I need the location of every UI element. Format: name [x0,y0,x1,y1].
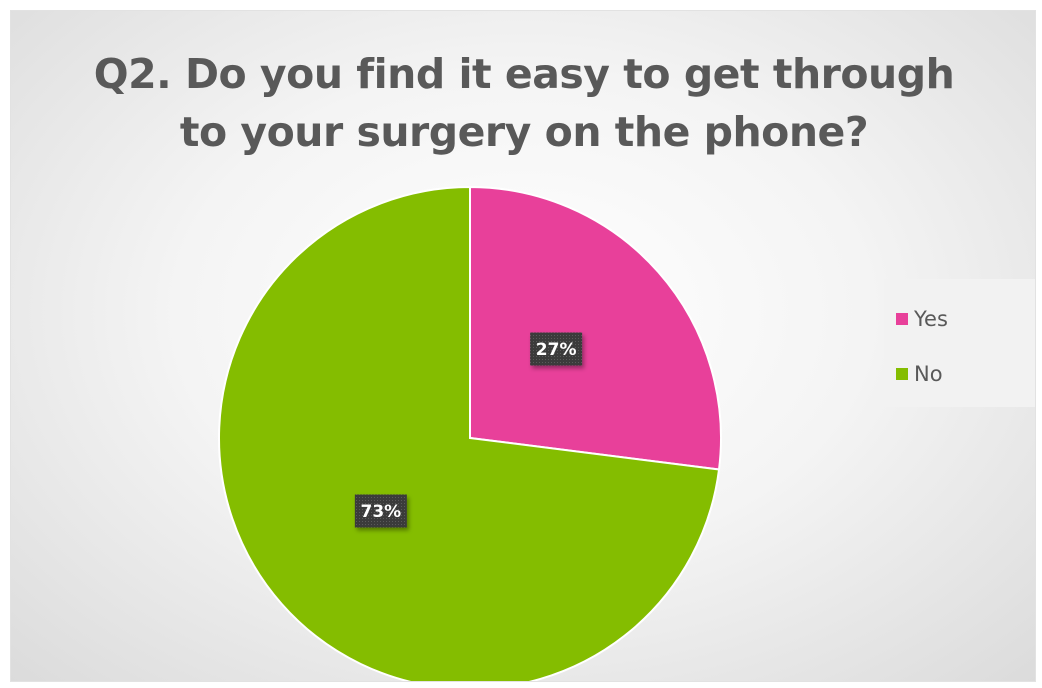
data-label-yes: 27% [530,332,583,366]
chart-title-line-2: to your surgery on the phone? [179,108,869,156]
legend-entry-yes: Yes [896,306,948,332]
data-label-no-text: 73% [361,502,402,522]
data-label-no: 73% [354,494,407,528]
legend-swatch-no [896,368,908,380]
pie-slice-yes [469,185,722,471]
data-label-yes-text: 27% [536,340,577,360]
chart-area: Q2. Do you find it easy to get through t… [10,10,1036,682]
legend-label-no: No [914,362,943,386]
legend-swatch-yes [896,313,908,325]
data-label-yes-box [530,332,583,366]
chart-title: Q2. Do you find it easy to get through t… [11,45,1035,161]
legend: Yes No [884,279,1035,407]
pie-chart: 27% 73% [218,185,722,681]
legend-label-yes: Yes [914,307,948,331]
pie-slice-no [218,185,721,681]
data-label-no-box [354,494,407,528]
legend-entry-no: No [896,361,943,387]
chart-title-line-1: Q2. Do you find it easy to get through [93,50,955,98]
